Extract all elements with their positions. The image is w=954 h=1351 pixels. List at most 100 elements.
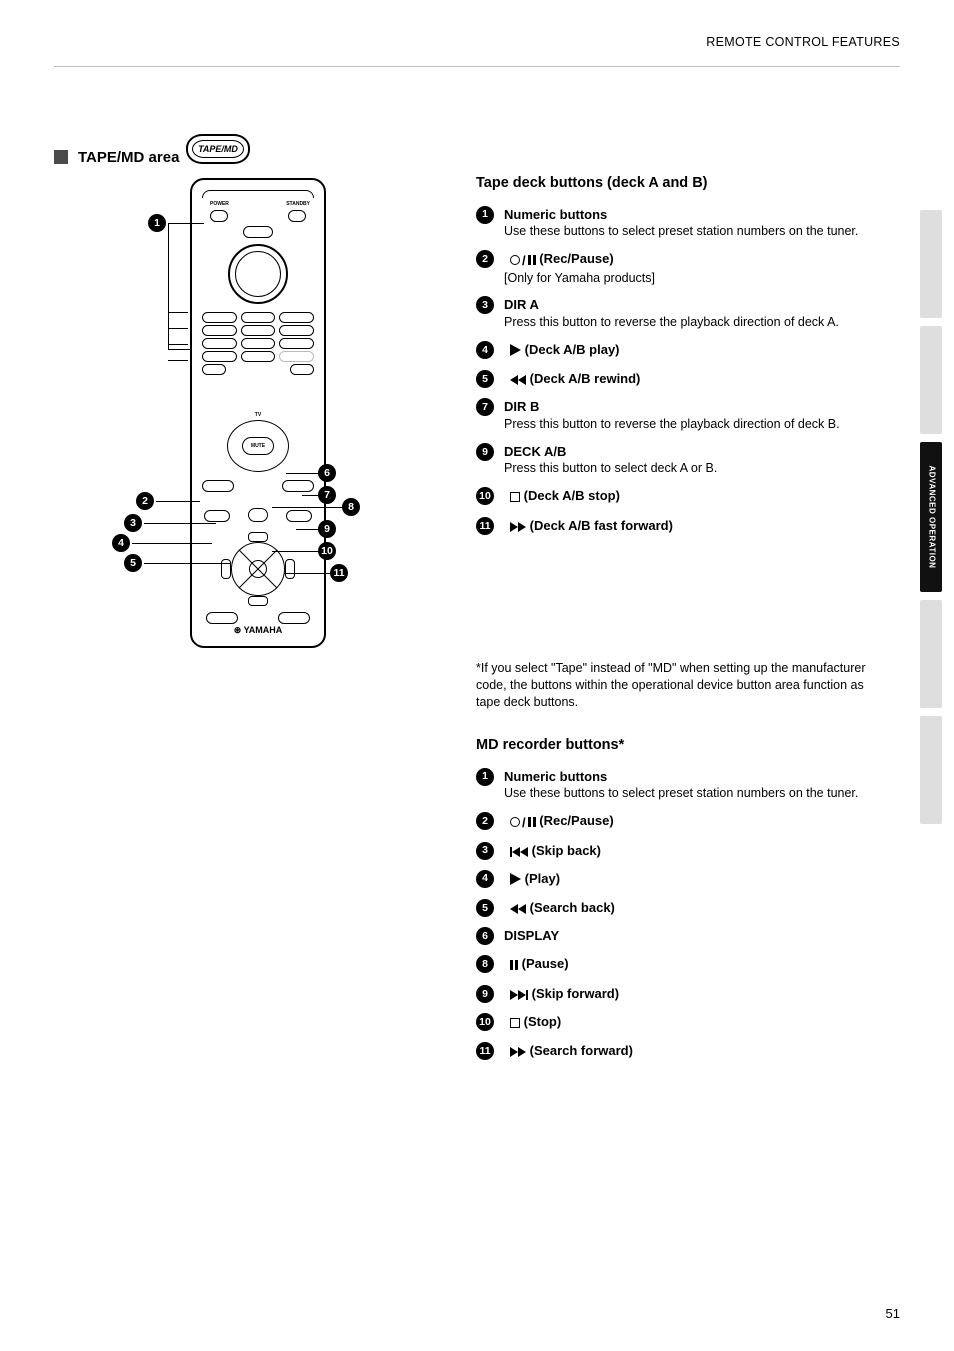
desc-bullet: 10 xyxy=(476,1013,494,1031)
desc-label: (Search forward) xyxy=(530,1043,633,1058)
desc-row: 3 (Skip back) xyxy=(476,842,876,860)
desc-label: (Deck A/B fast forward) xyxy=(530,518,673,533)
desc-label: (Deck A/B rewind) xyxy=(530,371,641,386)
desc-sub: Use these buttons to select preset stati… xyxy=(504,223,876,240)
section-title: TAPE/MD area xyxy=(54,148,179,168)
mute-button: MUTE xyxy=(242,437,274,455)
tape-md-badge: TAPE/MD xyxy=(186,134,250,164)
desc-label: (Skip back) xyxy=(532,843,601,858)
page-header: REMOTE CONTROL FEATURES xyxy=(706,34,900,51)
remote-standby-label: STANDBY xyxy=(286,201,310,208)
callout-bullet: 5 xyxy=(124,554,142,572)
number-buttons-grid xyxy=(202,312,314,375)
desc-sub: [Only for Yamaha products] xyxy=(504,270,876,287)
desc-row: 2/ (Rec/Pause) xyxy=(476,812,876,832)
desc-bullet: 11 xyxy=(476,1042,494,1060)
side-tab xyxy=(920,210,942,318)
desc-row: 2/ (Rec/Pause)[Only for Yamaha products] xyxy=(476,250,876,286)
desc-bullet: 5 xyxy=(476,899,494,917)
callout-bullet: 2 xyxy=(136,492,154,510)
desc-bullet: 8 xyxy=(476,955,494,973)
callout-bullet: 9 xyxy=(318,520,336,538)
desc-bullet: 10 xyxy=(476,487,494,505)
side-tab-active xyxy=(920,442,942,592)
side-tab xyxy=(920,326,942,434)
desc-label: DIR B xyxy=(504,399,539,414)
tape-desc-column: Tape deck buttons (deck A and B) 1 Numeri… xyxy=(476,174,876,545)
desc-row: 9 (Skip forward) xyxy=(476,985,876,1003)
side-tab xyxy=(920,716,942,824)
dpad xyxy=(221,532,295,606)
desc-bullet: 2 xyxy=(476,812,494,830)
desc-row: 8 (Pause) xyxy=(476,955,876,975)
desc-label: (Deck A/B stop) xyxy=(524,488,620,503)
desc-row: 10 (Stop) xyxy=(476,1013,876,1033)
md-desc-column: MD recorder buttons* 1 Numeric buttonsUse… xyxy=(476,736,876,1070)
side-tabs xyxy=(920,210,942,824)
desc-bullet: 9 xyxy=(476,985,494,1003)
section-title-text: TAPE/MD area xyxy=(78,149,179,166)
desc-label: (Stop) xyxy=(524,1014,562,1029)
desc-label: (Pause) xyxy=(522,956,569,971)
desc-row: 11 (Search forward) xyxy=(476,1042,876,1060)
side-tab xyxy=(920,600,942,708)
desc-row: 4 (Play) xyxy=(476,870,876,890)
desc-row: 3 DIR A Press this button to reverse the p… xyxy=(476,296,876,330)
callout-bullet: 6 xyxy=(318,464,336,482)
jog-wheel-icon xyxy=(228,244,288,304)
desc-label: (Deck A/B play) xyxy=(525,342,620,357)
desc-label: Numeric buttons xyxy=(504,769,607,784)
square-marker-icon xyxy=(54,150,68,164)
desc-label: (Skip forward) xyxy=(532,986,619,1001)
desc-label: (Rec/Pause) xyxy=(539,251,613,266)
page-number: 51 xyxy=(886,1305,900,1323)
desc-row: 4 (Deck A/B play) xyxy=(476,341,876,361)
desc-bullet: 1 xyxy=(476,768,494,786)
tape-md-badge-label: TAPE/MD xyxy=(192,140,244,158)
desc-sub: Press this button to reverse the playbac… xyxy=(504,314,876,331)
desc-bullet: 3 xyxy=(476,842,494,860)
desc-bullet: 11 xyxy=(476,517,494,535)
desc-label: (Rec/Pause) xyxy=(539,813,613,828)
desc-label: (Search back) xyxy=(530,900,615,915)
tv-pad: MUTE xyxy=(227,420,289,472)
desc-label: DISPLAY xyxy=(504,928,559,943)
desc-bullet: 6 xyxy=(476,927,494,945)
tape-block-title: Tape deck buttons (deck A and B) xyxy=(476,174,876,194)
desc-row: 7 DIR B Press this button to reverse the p… xyxy=(476,398,876,432)
md-block-title: MD recorder buttons* xyxy=(476,736,876,756)
callout-bullet: 7 xyxy=(318,486,336,504)
brand-label: ⊛ YAMAHA xyxy=(192,624,324,636)
desc-bullet: 1 xyxy=(476,206,494,224)
remote-power-label: POWER xyxy=(210,201,229,208)
desc-bullet: 4 xyxy=(476,341,494,359)
desc-bullet: 5 xyxy=(476,370,494,388)
desc-row: 1 Numeric buttonsUse these buttons to sel… xyxy=(476,768,876,802)
callout-bullet: 1 xyxy=(148,214,166,232)
desc-bullet: 9 xyxy=(476,443,494,461)
desc-row: 1 Numeric buttonsUse these buttons to sel… xyxy=(476,206,876,240)
desc-bullet: 3 xyxy=(476,296,494,314)
callout-bullet: 3 xyxy=(124,514,142,532)
callout-bullet: 11 xyxy=(330,564,348,582)
desc-sub: Press this button to reverse the playbac… xyxy=(504,416,876,433)
desc-row: 9 DECK A/BPress this button to select dec… xyxy=(476,443,876,477)
desc-sub: Use these buttons to select preset stati… xyxy=(504,785,876,802)
desc-bullet: 2 xyxy=(476,250,494,268)
desc-sub: Press this button to select deck A or B. xyxy=(504,460,876,477)
callout-bullet: 4 xyxy=(112,534,130,552)
desc-label: DECK A/B xyxy=(504,444,566,459)
desc-label: Numeric buttons xyxy=(504,207,607,222)
desc-bullet: 4 xyxy=(476,870,494,888)
md-note: *If you select "Tape" instead of "MD" wh… xyxy=(476,660,876,711)
desc-row: 5 (Search back) xyxy=(476,899,876,917)
desc-row: 10 (Deck A/B stop) xyxy=(476,487,876,507)
callout-bullet: 8 xyxy=(342,498,360,516)
desc-row: 6 DISPLAY xyxy=(476,927,876,945)
callout-bullet: 10 xyxy=(318,542,336,560)
desc-label: DIR A xyxy=(504,297,539,312)
remote-figure: POWER STANDBY TV MUTE ⊛ YAMAHA xyxy=(190,178,326,648)
desc-row: 5 (Deck A/B rewind) xyxy=(476,370,876,388)
desc-row: 11 (Deck A/B fast forward) xyxy=(476,517,876,535)
desc-bullet: 7 xyxy=(476,398,494,416)
